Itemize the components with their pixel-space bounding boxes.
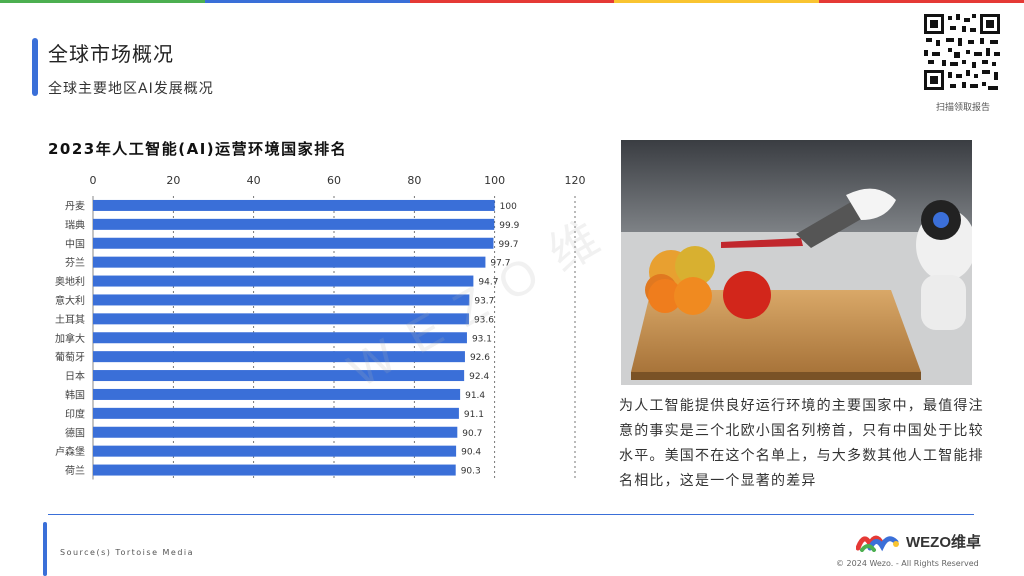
top-color-stripe (0, 0, 1024, 3)
qr-code-icon[interactable] (922, 12, 1002, 92)
category-label: 韩国 (65, 388, 85, 401)
x-tick-label: 60 (327, 174, 341, 187)
data-label: 93.1 (472, 334, 492, 344)
bar (93, 199, 495, 211)
data-label: 91.1 (464, 410, 484, 420)
wezo-logo: WEZO维卓 (856, 530, 981, 552)
bar (93, 407, 459, 419)
x-tick-label: 120 (565, 174, 586, 187)
data-label: 92.6 (470, 353, 490, 363)
page-title: 全球市场概况 (48, 42, 174, 66)
category-label: 卢森堡 (55, 445, 85, 458)
x-tick-label: 0 (90, 174, 97, 187)
bar (93, 275, 474, 287)
footer-divider (48, 514, 974, 515)
category-label: 加拿大 (55, 332, 85, 345)
data-label: 91.4 (465, 391, 485, 401)
copyright: © 2024 Wezo. - All Rights Reserved (836, 559, 979, 568)
x-tick-label: 20 (166, 174, 180, 187)
category-label: 德国 (65, 426, 85, 439)
bar (93, 313, 469, 325)
bar (93, 256, 486, 268)
title-accent-bar (32, 38, 38, 96)
page-subtitle: 全球主要地区AI发展概况 (48, 81, 214, 97)
robot-cutting-vegetables-photo (621, 140, 972, 385)
x-tick-label: 40 (247, 174, 261, 187)
bar (93, 426, 458, 438)
data-label: 90.3 (461, 467, 481, 477)
bar (93, 332, 467, 344)
category-label: 印度 (65, 407, 85, 420)
data-label: 90.4 (461, 448, 481, 458)
data-label: 99.9 (499, 221, 519, 231)
bar (93, 218, 495, 230)
bar (93, 237, 494, 249)
category-label: 中国 (65, 237, 85, 250)
footer-accent-bar (43, 522, 47, 576)
data-label: 93.6 (474, 315, 494, 325)
data-label: 93.7 (474, 296, 494, 306)
bar (93, 370, 465, 382)
data-label: 100 (500, 202, 517, 212)
category-label: 葡萄牙 (55, 351, 85, 364)
data-label: 92.4 (469, 372, 489, 382)
category-label: 土耳其 (55, 313, 85, 326)
qr-caption: 扫描领取报告 (935, 103, 990, 113)
bar-chart: 0 20 40 60 80 100 120 丹麦 100 瑞典 99.9 中国 99.7 芬兰 97.7 奥地… (55, 174, 586, 480)
data-label: 94.7 (478, 278, 498, 288)
wezo-logo-icon (856, 535, 899, 552)
category-label: 丹麦 (65, 200, 85, 212)
category-label: 瑞典 (65, 218, 85, 231)
category-label: 芬兰 (65, 256, 85, 269)
body-paragraph: 为人工智能提供良好运行环境的主要国家中，最值得注意的事实是三个北欧小国名列榜首，… (619, 398, 984, 489)
data-label: 99.7 (498, 240, 518, 250)
wezo-logo-text: WEZO维卓 (906, 533, 981, 551)
x-tick-label: 100 (484, 174, 505, 187)
data-label: 90.7 (462, 429, 482, 439)
bar (93, 294, 470, 306)
category-label: 奥地利 (55, 275, 85, 288)
chart-title: 2023年人工智能(AI)运营环境国家排名 (48, 140, 348, 158)
x-tick-label: 80 (407, 174, 421, 187)
category-label: 意大利 (55, 294, 85, 307)
category-label: 日本 (65, 370, 85, 383)
bar (93, 388, 461, 400)
bar (93, 351, 465, 363)
bar (93, 464, 456, 476)
bar (93, 445, 457, 457)
category-label: 荷兰 (65, 464, 85, 477)
data-label: 97.7 (490, 259, 510, 269)
source-note: Source(s) Tortoise Media (60, 548, 195, 557)
